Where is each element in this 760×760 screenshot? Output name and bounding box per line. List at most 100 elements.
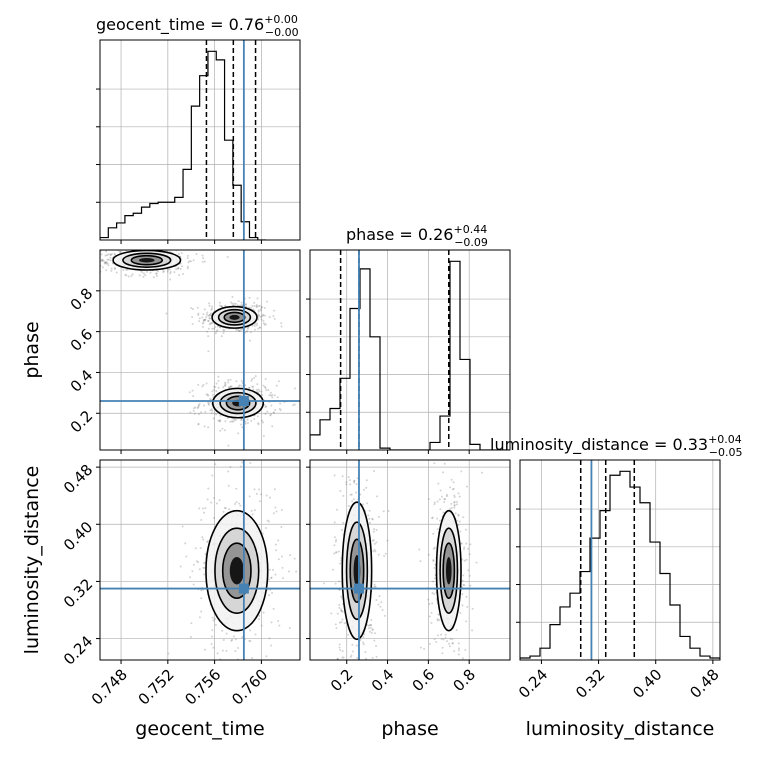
sample-point bbox=[465, 542, 468, 545]
sample-point bbox=[67, 257, 69, 259]
sample-point bbox=[208, 317, 211, 320]
sample-point bbox=[207, 327, 210, 330]
sample-point bbox=[239, 329, 242, 332]
sample-point bbox=[423, 647, 426, 650]
sample-point bbox=[279, 409, 282, 412]
sample-point bbox=[176, 267, 179, 270]
sample-point bbox=[207, 350, 210, 353]
contour-line bbox=[122, 252, 172, 268]
y-axis-label-luminosity_distance: luminosity_distance bbox=[21, 466, 43, 655]
contour-line bbox=[130, 254, 164, 266]
contour-line bbox=[211, 305, 258, 329]
sample-point bbox=[118, 251, 121, 254]
sample-point bbox=[271, 394, 274, 397]
sample-point bbox=[254, 322, 257, 325]
sample-point bbox=[191, 316, 194, 319]
sample-point bbox=[370, 671, 372, 673]
sample-point bbox=[222, 510, 225, 513]
sample-point bbox=[349, 483, 352, 486]
sample-point bbox=[177, 266, 180, 269]
sample-point bbox=[336, 508, 339, 511]
sample-point bbox=[226, 256, 229, 259]
sample-point bbox=[347, 476, 350, 479]
sample-point bbox=[437, 482, 440, 485]
x-axis-label-luminosity_distance: luminosity_distance bbox=[526, 718, 715, 740]
sample-point bbox=[219, 420, 222, 423]
histogram-luminosity_distance bbox=[520, 470, 720, 660]
sample-point bbox=[205, 393, 208, 396]
sample-point bbox=[210, 643, 213, 646]
sample-point bbox=[353, 479, 356, 482]
sample-point bbox=[264, 406, 267, 409]
contour-line bbox=[341, 501, 373, 641]
sample-point bbox=[229, 420, 232, 423]
sample-point bbox=[253, 377, 256, 380]
sample-point bbox=[250, 379, 253, 382]
sample-point bbox=[130, 274, 133, 277]
sample-point bbox=[458, 520, 461, 523]
sample-point bbox=[257, 305, 260, 308]
sample-point bbox=[141, 271, 144, 274]
sample-point bbox=[457, 667, 459, 669]
sample-point bbox=[271, 591, 274, 594]
sample-point bbox=[202, 384, 205, 387]
density-panel-geocent_time-luminosity_distance bbox=[96, 459, 301, 664]
sample-point bbox=[222, 332, 225, 335]
sample-point bbox=[214, 618, 217, 621]
sample-point bbox=[238, 384, 241, 387]
sample-point bbox=[372, 550, 375, 553]
sample-point bbox=[106, 258, 109, 261]
sample-point bbox=[263, 306, 266, 309]
sample-point bbox=[218, 499, 221, 502]
sample-point bbox=[214, 325, 217, 328]
sample-point bbox=[162, 270, 165, 273]
contour-line bbox=[205, 509, 269, 632]
sample-point bbox=[95, 259, 97, 261]
sample-point bbox=[212, 417, 215, 420]
sample-point bbox=[246, 327, 249, 330]
sample-point bbox=[349, 706, 351, 708]
sample-point bbox=[258, 614, 261, 617]
sample-point bbox=[371, 539, 374, 542]
y-tick-label: 0.8 bbox=[67, 284, 97, 314]
sample-point bbox=[104, 261, 107, 264]
sample-point bbox=[229, 385, 232, 388]
sample-point bbox=[268, 578, 271, 581]
sample-point bbox=[192, 407, 195, 410]
sample-point bbox=[248, 386, 251, 389]
sample-point bbox=[269, 391, 272, 394]
sample-point bbox=[362, 641, 365, 644]
sample-point bbox=[187, 261, 190, 264]
sample-point bbox=[444, 633, 447, 636]
density-fill bbox=[139, 257, 155, 263]
sample-point bbox=[379, 605, 382, 608]
sample-point bbox=[270, 621, 273, 624]
sample-point bbox=[353, 480, 356, 483]
sample-point bbox=[444, 636, 447, 639]
sample-point bbox=[105, 269, 108, 272]
sample-point bbox=[231, 420, 234, 423]
sample-point bbox=[371, 628, 374, 631]
sample-point bbox=[442, 511, 445, 514]
sample-point bbox=[257, 327, 260, 330]
sample-point bbox=[452, 481, 455, 484]
title-main: geocent_time = 0.76 bbox=[96, 15, 264, 35]
sample-point bbox=[78, 260, 80, 262]
sample-point bbox=[369, 626, 372, 629]
sample-point bbox=[234, 502, 237, 505]
sample-point bbox=[86, 251, 88, 253]
sample-point bbox=[113, 267, 116, 270]
sample-point bbox=[457, 514, 460, 517]
sample-point bbox=[280, 555, 283, 558]
sample-point bbox=[438, 498, 441, 501]
histogram-geocent_time bbox=[100, 50, 267, 240]
sample-point bbox=[345, 481, 348, 484]
sample-point bbox=[274, 573, 277, 576]
x-tick-label: 0.2 bbox=[327, 666, 357, 696]
sample-point bbox=[275, 549, 278, 552]
sample-point bbox=[202, 538, 205, 541]
sample-point bbox=[330, 612, 333, 615]
contour-line bbox=[217, 308, 252, 326]
sample-point bbox=[339, 562, 342, 565]
sample-point bbox=[214, 463, 217, 466]
